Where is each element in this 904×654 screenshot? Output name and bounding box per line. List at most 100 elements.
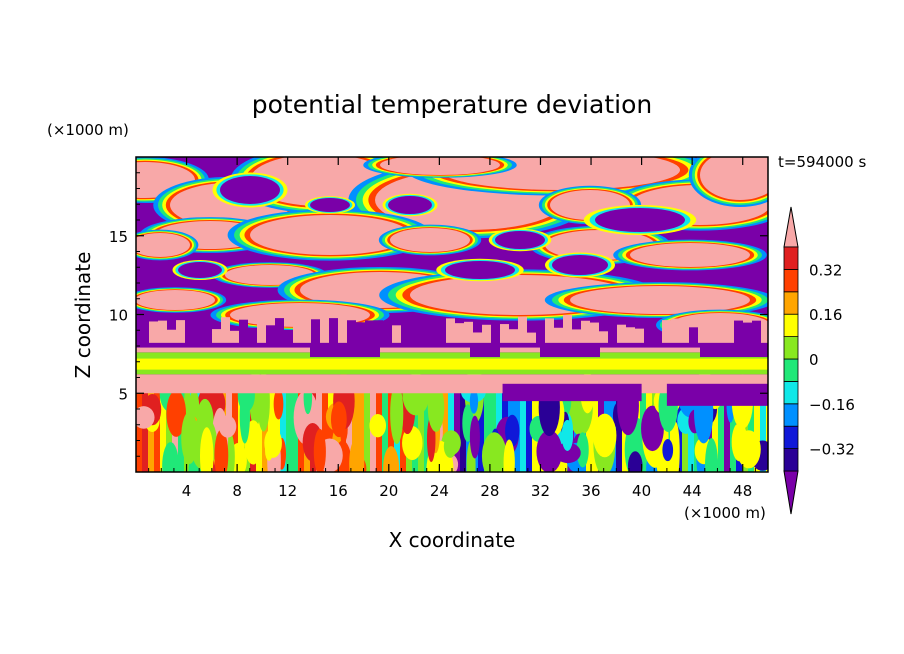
contour-region — [401, 325, 410, 343]
contour-region — [418, 391, 424, 472]
contour-region — [149, 321, 158, 343]
y-tick-label: 10 — [109, 307, 128, 325]
contour-region — [505, 414, 520, 447]
contour-region — [402, 426, 423, 461]
contour-region — [292, 391, 298, 472]
contour-region — [689, 327, 698, 343]
contour-region — [212, 329, 221, 343]
x-tick-label: 24 — [430, 482, 449, 500]
contour-region — [754, 391, 760, 472]
x-tick-label: 48 — [733, 482, 752, 500]
contour-region — [662, 320, 671, 343]
contour-region — [166, 391, 172, 472]
contour-region — [311, 319, 320, 343]
contour-region — [136, 233, 190, 257]
contour-region — [630, 243, 750, 267]
y-tick-label: 15 — [109, 228, 128, 246]
contour-region — [220, 176, 280, 204]
contour-region — [608, 331, 617, 343]
contour-region — [437, 325, 446, 343]
contour-region — [518, 316, 527, 343]
contour-region — [761, 327, 768, 343]
contour-region — [346, 391, 352, 472]
contour-region — [676, 391, 682, 472]
x-unit-label: (×1000 m) — [684, 504, 766, 522]
contour-region — [445, 261, 515, 279]
contour-region — [527, 332, 536, 343]
contour-region — [644, 325, 653, 343]
contour-region — [199, 427, 214, 472]
contour-region — [626, 327, 635, 343]
contour-region — [383, 446, 400, 472]
colorbar-segment — [783, 403, 799, 427]
contour-region — [495, 231, 545, 249]
contour-region — [760, 391, 766, 472]
contour-region — [545, 318, 554, 343]
x-tick-label: 40 — [632, 482, 651, 500]
contour-region — [400, 391, 406, 472]
contour-region — [302, 315, 311, 343]
contour-region — [641, 405, 664, 452]
colorbar-segment — [783, 291, 799, 315]
contour-region — [286, 391, 292, 472]
contour-region — [454, 391, 460, 472]
contour-region — [743, 322, 752, 343]
contour-region — [410, 328, 419, 343]
lower-field — [136, 364, 768, 472]
contour-region — [473, 332, 482, 343]
contour-region — [374, 320, 383, 343]
contour-region — [491, 320, 500, 343]
x-axis-label: X coordinate — [389, 528, 516, 552]
contour-region — [356, 322, 365, 343]
contour-region — [576, 432, 589, 468]
contour-region — [561, 419, 574, 451]
colorbar-segment — [783, 448, 799, 472]
contour-region — [358, 391, 364, 472]
contour-region — [330, 401, 347, 438]
contour-region — [469, 415, 480, 459]
colorbar: 0.32 0.16 0 −0.16 −0.32 — [783, 206, 855, 515]
contour-region — [705, 438, 719, 472]
contour-region — [536, 321, 545, 343]
contour-region — [592, 413, 617, 458]
contour-region — [136, 290, 215, 310]
contour-region — [617, 324, 626, 343]
chart-title: potential temperature deviation — [252, 90, 652, 119]
contour-region — [502, 383, 642, 402]
contour-region — [382, 391, 388, 472]
contour-region — [136, 347, 768, 353]
contour-region — [194, 318, 203, 343]
x-tick-label: 32 — [531, 482, 550, 500]
contour-region — [185, 319, 194, 343]
contour-region — [221, 317, 230, 343]
colorbar-segment — [783, 425, 799, 450]
x-tick-label: 16 — [329, 482, 348, 500]
contour-region — [419, 320, 428, 343]
contour-region — [707, 321, 716, 343]
contour-region — [712, 391, 718, 472]
contour-region — [724, 391, 730, 472]
contour-region — [275, 318, 284, 343]
contour-region — [500, 324, 509, 343]
contour-region — [136, 406, 155, 429]
contour-region — [700, 157, 768, 200]
contour-region — [427, 383, 445, 432]
contour-region — [262, 391, 268, 472]
colorbar-segment — [783, 246, 799, 270]
contour-region — [162, 442, 179, 472]
contour-region — [424, 391, 430, 472]
contour-region — [388, 196, 432, 214]
contour-region — [688, 391, 694, 472]
contour-region — [166, 390, 187, 437]
x-axis: 4 8 12 16 20 24 28 32 36 40 44 48 — [148, 157, 756, 500]
contour-region — [218, 415, 237, 438]
contour-region — [716, 320, 725, 343]
contour-region — [469, 389, 479, 414]
contour-region — [446, 318, 455, 343]
contour-region — [136, 358, 768, 370]
contour-region — [266, 325, 275, 343]
contour-region — [250, 215, 410, 255]
upper-field — [136, 157, 768, 343]
contour-region — [586, 391, 592, 472]
